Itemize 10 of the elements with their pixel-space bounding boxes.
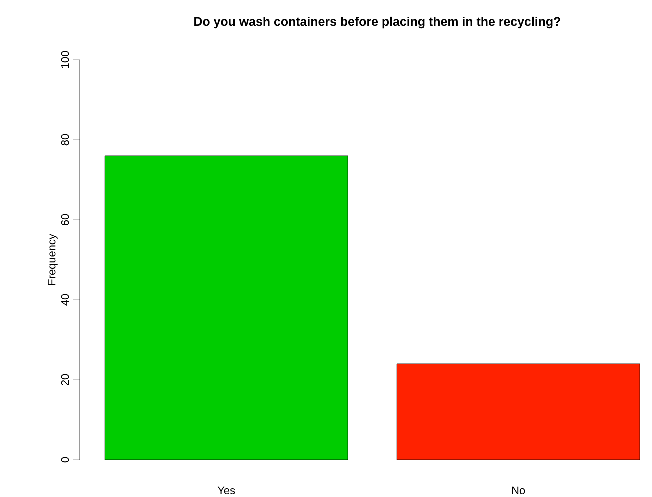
x-tick-label: No <box>512 486 526 494</box>
x-tick-label: Yes <box>218 486 236 494</box>
y-tick-label: 20 <box>61 374 70 386</box>
y-tick-label: 40 <box>61 294 70 306</box>
y-tick-label: 60 <box>61 214 70 226</box>
y-axis-title: Frequency <box>48 234 58 285</box>
y-tick-label: 0 <box>61 457 70 463</box>
y-tick-label: 100 <box>61 51 70 68</box>
chart-title: Do you wash containers before placing them in the recycling? <box>194 16 560 29</box>
y-tick-label: 80 <box>61 134 70 146</box>
